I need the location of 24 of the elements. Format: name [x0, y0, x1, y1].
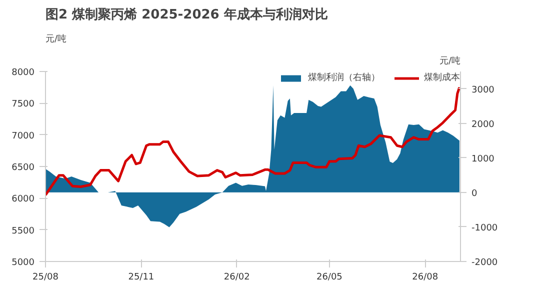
y-tick-label: 5000 [12, 258, 35, 268]
y2-tick-label: 2000 [472, 120, 495, 130]
y2-tick-label: -1000 [472, 223, 498, 234]
line-series [46, 86, 460, 196]
y2-tick-label: 3000 [472, 85, 495, 96]
legend-label: 煤制利润（右轴） [308, 72, 380, 84]
x-tick-label: 25/08 [32, 272, 59, 282]
y-tick-label: 5500 [12, 226, 35, 236]
y2-axis-title: 元/吨 [439, 56, 461, 66]
x-tick-label: 26/05 [316, 272, 342, 282]
legend-label: 煤制成本 [424, 72, 460, 84]
y2-tick-label: 1000 [472, 154, 495, 164]
x-tick-label: 26/08 [412, 272, 438, 282]
x-tick-label: 26/02 [224, 272, 250, 282]
y-tick-label: 7000 [12, 131, 35, 142]
y-tick-label: 6500 [12, 163, 35, 173]
chart-title: 图2 煤制聚丙烯 2025-2026 年成本与利润对比 [46, 6, 328, 22]
y-axis-title: 元/吨 [46, 34, 67, 44]
y2-tick-label: -2000 [472, 258, 498, 268]
y-tick-label: 7500 [12, 100, 35, 110]
x-tick-label: 25/11 [128, 272, 154, 282]
y-tick-label: 8000 [12, 68, 35, 78]
y-tick-label: 6000 [12, 194, 35, 205]
y2-tick-label: 0 [472, 188, 478, 199]
